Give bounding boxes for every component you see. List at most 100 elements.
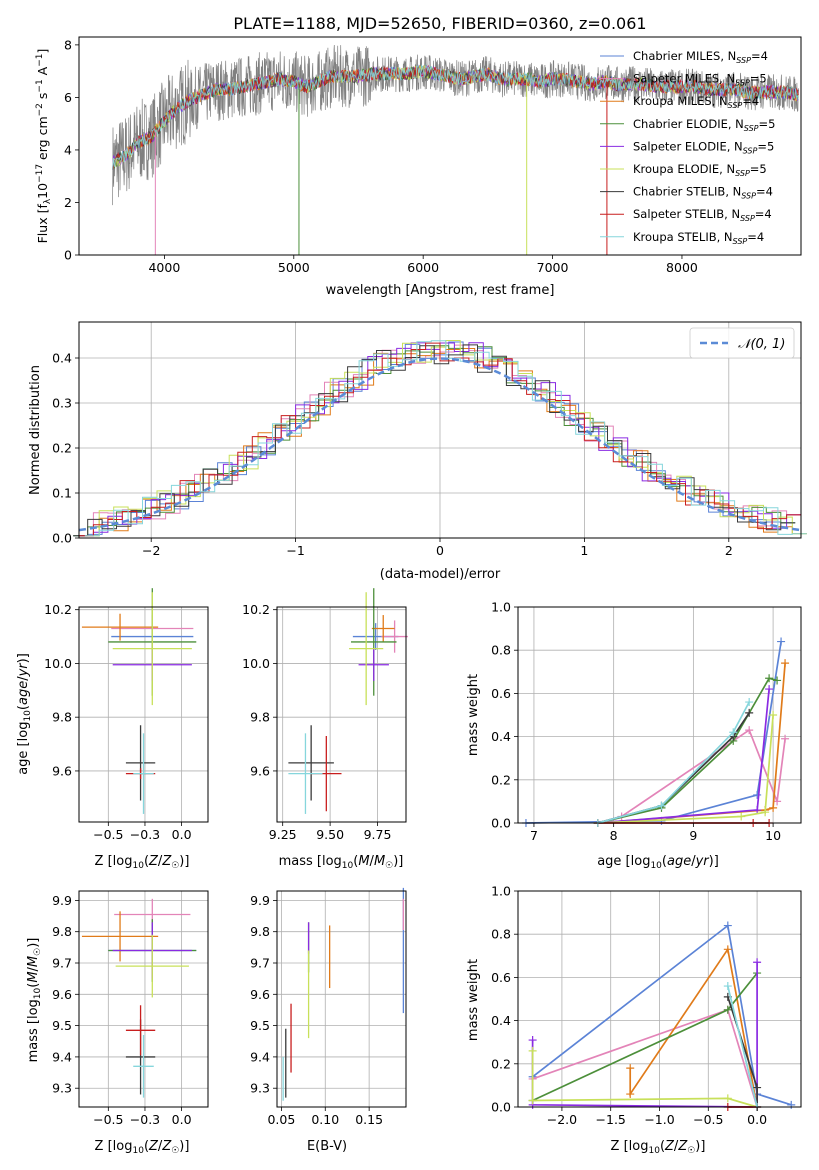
x-tick-label: 4000 xyxy=(148,260,180,275)
panel-frame xyxy=(276,890,407,1108)
x-tick-label: 7 xyxy=(530,828,538,843)
y-tick-label: 9.4 xyxy=(52,1049,72,1064)
mass-weight-marker xyxy=(723,1005,732,1014)
y-tick-label: 9.6 xyxy=(250,987,270,1002)
age-vs-z-panel: −0.5 −0.3 0.0 9.6 9.8 10.0 10.2 xyxy=(44,588,209,842)
x-tick-label: 9.25 xyxy=(269,827,297,842)
mass-z-ylabel: mass [log10(M/M☉)] xyxy=(26,938,43,1063)
age-z-xlabel: Z [log10(Z/Z☉)] xyxy=(95,854,190,871)
mass-weight-line xyxy=(531,1050,758,1108)
x-tick-label: 0.0 xyxy=(172,827,192,842)
mass-weight-marker xyxy=(737,812,746,821)
mw-z-xlabel: Z [log10(Z/Z☉)] xyxy=(611,1139,706,1156)
y-tick-label: 9.5 xyxy=(250,1018,270,1033)
x-tick-label: 9.75 xyxy=(364,827,392,842)
normal-curve xyxy=(78,357,802,532)
residual-histogram xyxy=(73,341,796,537)
mass-weight-line xyxy=(726,985,758,1108)
mass-weight-marker xyxy=(745,726,754,735)
mass-weight-marker xyxy=(781,659,790,668)
residual-histogram xyxy=(84,340,807,537)
legend-label: Chabrier ELODIE, NSSP=5 xyxy=(633,117,775,133)
y-tick-label: 10.0 xyxy=(242,656,270,671)
y-tick-label: 9.6 xyxy=(52,763,72,778)
mw-z-ylabel: mass weight xyxy=(466,959,481,1041)
mw-age-ylabel: mass weight xyxy=(466,674,481,756)
y-tick-label: 9.9 xyxy=(250,893,270,908)
x-tick-label: −0.3 xyxy=(130,1112,160,1127)
observed-spectrum-line xyxy=(112,44,799,206)
spectrum-ylabel: Flux [fλ10−17 erg cm−2 s−1 A−1] xyxy=(35,49,53,244)
residuals-plot-area xyxy=(73,340,807,537)
x-tick-label: −1 xyxy=(286,543,304,558)
mass-weight-line xyxy=(532,1008,758,1108)
legend-label: Chabrier STELIB, NSSP=4 xyxy=(633,185,773,201)
legend-label: Salpeter STELIB, NSSP=4 xyxy=(633,207,772,223)
y-tick-label: 2 xyxy=(64,195,72,210)
panel-frame xyxy=(276,606,407,823)
x-tick-label: 0.05 xyxy=(267,1112,295,1127)
spectrum-panel: 4000 5000 6000 7000 8000 0 2 4 6 8 Chabrier MILES… xyxy=(35,36,802,298)
mass-weight-marker xyxy=(769,711,778,719)
age-vs-mass-panel: 9.25 9.50 9.75 9.6 9.8 10.0 10.2 xyxy=(242,588,408,842)
mass-weight-line xyxy=(525,641,782,824)
legend-label: Salpeter MILES, NSSP=5 xyxy=(633,72,767,88)
panel-frame xyxy=(78,606,209,823)
y-tick-label: 1.0 xyxy=(491,600,511,615)
x-tick-label: −1.0 xyxy=(644,1112,674,1127)
mass-weight-marker xyxy=(745,708,754,717)
y-tick-label: 6 xyxy=(64,90,72,105)
x-tick-label: 1 xyxy=(580,543,588,558)
y-tick-label: 0.3 xyxy=(52,396,72,411)
mass-weight-marker xyxy=(657,801,666,810)
y-tick-label: 0.1 xyxy=(52,486,72,501)
mass-weight-marker xyxy=(753,790,762,799)
panel-frame xyxy=(517,606,802,824)
y-tick-label: 9.6 xyxy=(52,987,72,1002)
mass-z-xlabel: Z [log10(Z/Z☉)] xyxy=(95,1139,190,1156)
residuals-panel: −2 −1 0 1 2 0.0 0.1 0.2 0.3 0.4 𝒩(0, 1) (data-mod… xyxy=(28,321,807,582)
mass-weight-line xyxy=(532,972,758,1102)
mass-weight-line xyxy=(597,712,750,824)
x-tick-label: 10 xyxy=(765,828,781,843)
age-z-ylabel: age [log10(age/yr)] xyxy=(16,653,33,775)
x-tick-label: 6000 xyxy=(407,260,439,275)
y-tick-label: 0.6 xyxy=(491,970,511,985)
mass-weight-line xyxy=(597,689,770,824)
svg-text:𝒩(0, 1): 𝒩(0, 1) xyxy=(738,337,785,352)
mass-weight-marker xyxy=(528,1036,537,1045)
y-tick-label: 9.4 xyxy=(250,1049,270,1064)
mass-vs-z-panel: −0.5 −0.3 0.0 9.3 9.4 9.5 9.6 9.7 9.8 9.9 xyxy=(52,890,209,1127)
y-tick-label: 0.4 xyxy=(52,351,72,366)
residual-histogram xyxy=(84,348,807,537)
x-tick-label: 9 xyxy=(689,828,697,843)
mass-weight-marker xyxy=(781,734,790,743)
spectrum-xlabel: wavelength [Angstrom, rest frame] xyxy=(326,283,555,298)
x-tick-label: 0 xyxy=(436,543,444,558)
spectrum-legend: Chabrier MILES, NSSP=4 Salpeter MILES, NS… xyxy=(600,49,775,246)
x-tick-label: 7000 xyxy=(537,260,569,275)
mass-weight-marker xyxy=(745,698,754,707)
y-tick-label: 8 xyxy=(64,37,72,52)
y-tick-label: 0.2 xyxy=(52,441,72,456)
x-tick-label: 2 xyxy=(725,543,733,558)
x-tick-label: −0.3 xyxy=(130,827,160,842)
y-tick-label: 9.7 xyxy=(52,956,72,971)
x-tick-label: 8 xyxy=(610,828,618,843)
mass-weight-marker xyxy=(723,921,732,930)
mass-weight-marker xyxy=(753,1083,762,1092)
mass-weight-marker xyxy=(769,803,778,812)
mass-weight-marker xyxy=(723,945,732,954)
residual-histogram xyxy=(73,344,796,537)
mass-weight-marker xyxy=(528,1046,537,1055)
mass-weight-marker xyxy=(765,685,774,694)
x-tick-label: −2 xyxy=(142,543,160,558)
y-tick-label: 9.9 xyxy=(52,893,72,908)
mass-weight-marker xyxy=(626,1090,635,1099)
mass-weight-vs-z-panel: −2.0 −1.5 −1.0 −0.5 0.0 0.0 0.2 0.4 0.6 0.8 1.0 xyxy=(491,884,802,1127)
spectrum-frame xyxy=(78,36,802,256)
y-tick-label: 0 xyxy=(64,248,72,263)
x-tick-label: 0.0 xyxy=(172,1112,192,1127)
y-tick-label: 0.6 xyxy=(491,686,511,701)
